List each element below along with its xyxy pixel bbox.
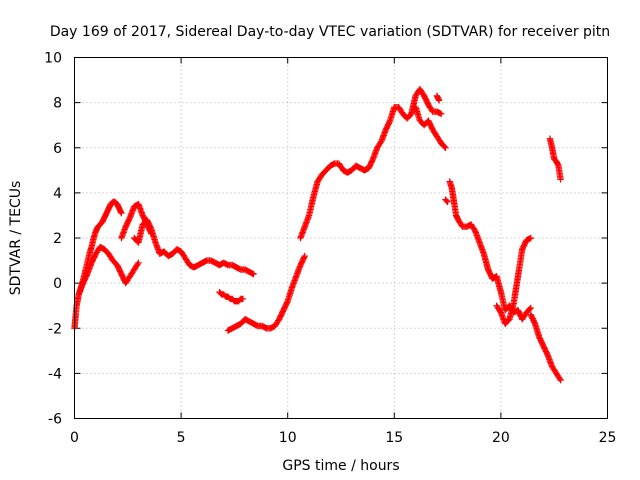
data-point [496,307,504,315]
x-tick-label: 5 [177,430,186,446]
series-segment-7 [297,85,445,242]
y-tick-label: 8 [53,96,62,112]
data-points [71,85,564,384]
series-segment-6 [224,252,308,334]
data-point [118,209,125,217]
y-tick-label: 4 [53,186,62,202]
data-point [444,198,451,206]
x-tick-label: 25 [599,430,617,446]
data-point [526,305,533,313]
chart-title: Day 169 of 2017, Sidereal Day-to-day VTE… [50,24,610,40]
data-point [301,252,308,260]
series-segment-8 [412,103,449,151]
data-point [443,197,450,204]
data-point [531,319,538,326]
series-segment-11 [446,178,534,323]
grid [74,57,608,419]
x-tick-label: 0 [70,430,79,446]
data-point [147,224,154,231]
series-segment-4 [130,216,257,278]
y-tick-label: 0 [53,276,62,292]
y-tick-label: 2 [53,231,62,247]
y-tick-label: 10 [44,51,62,67]
y-tick-label: -6 [48,412,62,428]
y-tick-label: 6 [53,141,62,157]
series-segment-14 [546,135,564,183]
plot-frame [74,57,608,419]
series-segment-9 [433,92,443,104]
series-segment-5 [216,288,247,305]
data-point [135,259,142,267]
x-tick-label: 15 [385,430,403,446]
data-point [377,139,384,146]
x-tick-labels: 0 5 10 15 20 25 [70,430,616,446]
x-tick-label: 10 [279,430,297,446]
y-tick-label: -2 [48,321,62,337]
data-point [239,295,247,303]
series-segment-12 [493,234,534,327]
data-point [300,254,308,261]
x-tick-label: 20 [492,430,510,446]
data-point [250,270,257,278]
data-point [527,234,534,242]
data-point [134,260,141,268]
series-segment-10 [442,196,451,206]
data-point [556,375,563,382]
data-point [557,376,564,384]
data-point [386,118,393,126]
y-tick-label: -4 [48,366,62,382]
y-axis-label: SDTVAR / TECUs [8,181,24,296]
data-point [438,110,445,118]
data-point [283,299,291,306]
x-axis-label: GPS time / hours [282,458,399,474]
data-point [557,176,564,183]
data-point [442,144,449,151]
series-segment-13 [527,311,564,384]
data-point [441,143,448,150]
series-segment-2 [75,243,142,298]
data-point [471,226,478,234]
data-point [435,97,443,104]
y-tick-labels: -6 -4 -2 0 2 4 6 8 10 [44,51,62,428]
data-point [527,304,534,312]
